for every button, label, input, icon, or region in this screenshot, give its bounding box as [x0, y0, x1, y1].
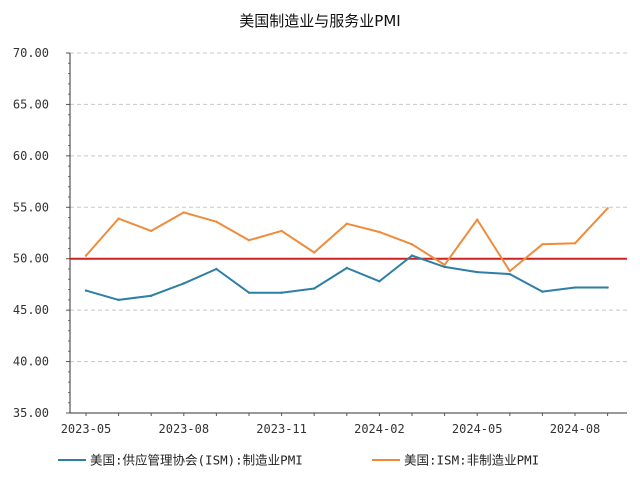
- data-point: [410, 243, 414, 246]
- data-point: [182, 211, 185, 214]
- legend-label-1: 美国:ISM:非制造业PMI: [404, 453, 539, 468]
- grid-layer: [70, 52, 627, 363]
- data-point: [378, 230, 381, 234]
- legend: 美国:供应管理协会(ISM):制造业PMI 美国:ISM:非制造业PMI: [58, 453, 539, 468]
- data-point: [247, 291, 251, 294]
- data-point: [378, 280, 381, 283]
- legend-label-0: 美国:供应管理协会(ISM):制造业PMI: [90, 453, 303, 468]
- data-point: [345, 266, 348, 270]
- data-point: [345, 222, 348, 225]
- data-point: [476, 218, 479, 221]
- data-point: [508, 272, 511, 276]
- y-tick-label: 55.00: [13, 200, 49, 214]
- data-point: [215, 220, 218, 223]
- data-point: [606, 207, 609, 210]
- data-point: [573, 242, 577, 245]
- x-tick-label: 2023-08: [159, 422, 210, 436]
- data-point: [182, 282, 185, 285]
- data-point: [280, 229, 283, 233]
- data-point: [313, 251, 316, 254]
- y-tick-label: 45.00: [13, 303, 49, 317]
- series-line-0: [85, 254, 608, 301]
- data-point: [443, 263, 446, 267]
- y-tick-label: 60.00: [13, 149, 49, 163]
- y-tick-label: 50.00: [13, 252, 49, 266]
- x-tick-label: 2023-05: [61, 422, 112, 436]
- x-tick-label: 2024-08: [550, 422, 601, 436]
- y-tick-label: 65.00: [13, 97, 49, 111]
- data-point: [84, 254, 88, 257]
- chart-title: 美国制造业与服务业PMI: [239, 12, 401, 30]
- data-point: [150, 294, 153, 297]
- data-point: [117, 217, 120, 220]
- data-point: [443, 265, 446, 269]
- y-tick-label: 35.00: [13, 406, 49, 420]
- x-tick-label: 2023-11: [256, 422, 307, 436]
- x-tick-label: 2024-02: [354, 422, 405, 436]
- data-point: [508, 269, 511, 273]
- data-point: [280, 291, 283, 294]
- y-tick-label: 70.00: [13, 46, 49, 60]
- axis-layer: 35.00 40.00 45.00 50.00 55.00 60.00 65.00 70.00…: [13, 46, 627, 436]
- series-layer: [70, 207, 627, 302]
- data-point: [606, 286, 609, 289]
- data-point: [410, 254, 414, 257]
- data-point: [476, 270, 479, 274]
- data-point: [541, 290, 544, 293]
- data-point: [573, 286, 577, 289]
- data-point: [215, 267, 218, 271]
- data-point: [117, 298, 120, 302]
- data-point: [150, 229, 153, 233]
- series-line-1: [85, 207, 609, 273]
- data-point: [541, 243, 544, 246]
- data-point: [247, 239, 251, 242]
- y-tick-label: 40.00: [13, 355, 49, 369]
- data-point: [313, 287, 316, 290]
- x-tick-label: 2024-05: [452, 422, 503, 436]
- data-point: [84, 289, 88, 292]
